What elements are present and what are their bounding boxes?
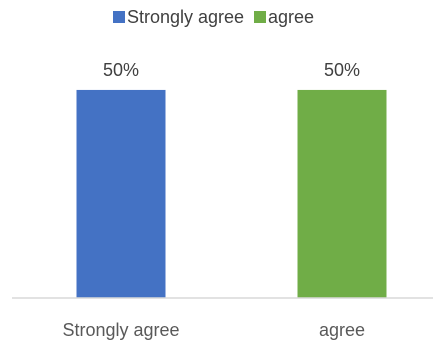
x-tick-labels: Strongly agree agree xyxy=(62,320,365,340)
data-label-1: 50% xyxy=(324,60,360,80)
legend-label-1: agree xyxy=(268,7,314,27)
data-labels: 50% 50% xyxy=(103,60,360,80)
x-tick-label-1: agree xyxy=(319,320,365,340)
x-tick-label-0: Strongly agree xyxy=(62,320,179,340)
data-label-0: 50% xyxy=(103,60,139,80)
legend-swatch-1 xyxy=(254,11,266,23)
bar-1 xyxy=(297,89,387,298)
bars xyxy=(76,89,387,298)
legend-swatch-0 xyxy=(113,11,125,23)
bar-0 xyxy=(76,89,166,298)
legend-label-0: Strongly agree xyxy=(127,7,244,27)
legend: Strongly agree agree xyxy=(113,7,314,27)
